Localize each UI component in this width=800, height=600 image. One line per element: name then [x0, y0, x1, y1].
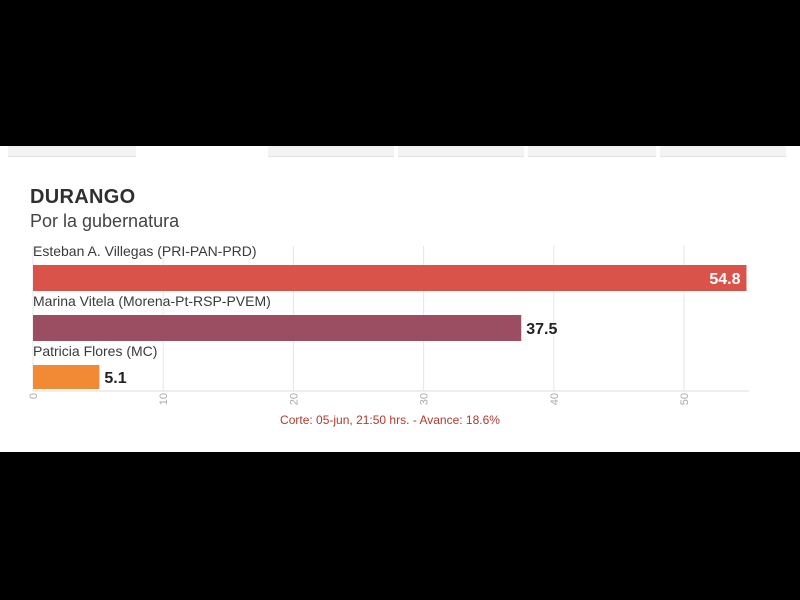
- x-tick-label: 30: [419, 393, 431, 405]
- chart-subtitle: Por la gubernatura: [30, 211, 180, 231]
- bar-chart: 0 10 20 30 40 50 Esteban A. Villegas (PRI-PAN-…: [28, 243, 750, 405]
- tab[interactable]: [528, 146, 656, 157]
- tab[interactable]: [398, 146, 524, 157]
- tab[interactable]: [8, 146, 136, 157]
- x-tick-label: 10: [158, 393, 170, 405]
- chart-panel: DURANGO Por la gubernatura 0 10 20 30 40 50 Es…: [0, 146, 800, 452]
- x-tick-label: 20: [288, 393, 300, 405]
- x-tick-label: 50: [679, 393, 691, 405]
- x-tick-label: 40: [549, 393, 561, 405]
- bar: [33, 315, 522, 341]
- tab[interactable]: [660, 146, 786, 157]
- bar: [33, 265, 747, 291]
- x-tick-label: 0: [28, 393, 40, 399]
- category-label: Marina Vitela (Morena-Pt-RSP-PVEM): [33, 293, 271, 309]
- value-label: 37.5: [526, 321, 557, 338]
- tab-strip: [0, 146, 800, 158]
- value-label: 54.8: [709, 271, 740, 288]
- category-label: Esteban A. Villegas (PRI-PAN-PRD): [33, 243, 257, 259]
- tab[interactable]: [268, 146, 394, 157]
- value-label: 5.1: [104, 370, 126, 387]
- category-label: Patricia Flores (MC): [33, 343, 157, 359]
- chart-title: DURANGO: [30, 186, 136, 208]
- bar: [33, 365, 100, 389]
- data-cutoff-note: Corte: 05-jun, 21:50 hrs. - Avance: 18.6…: [280, 413, 500, 427]
